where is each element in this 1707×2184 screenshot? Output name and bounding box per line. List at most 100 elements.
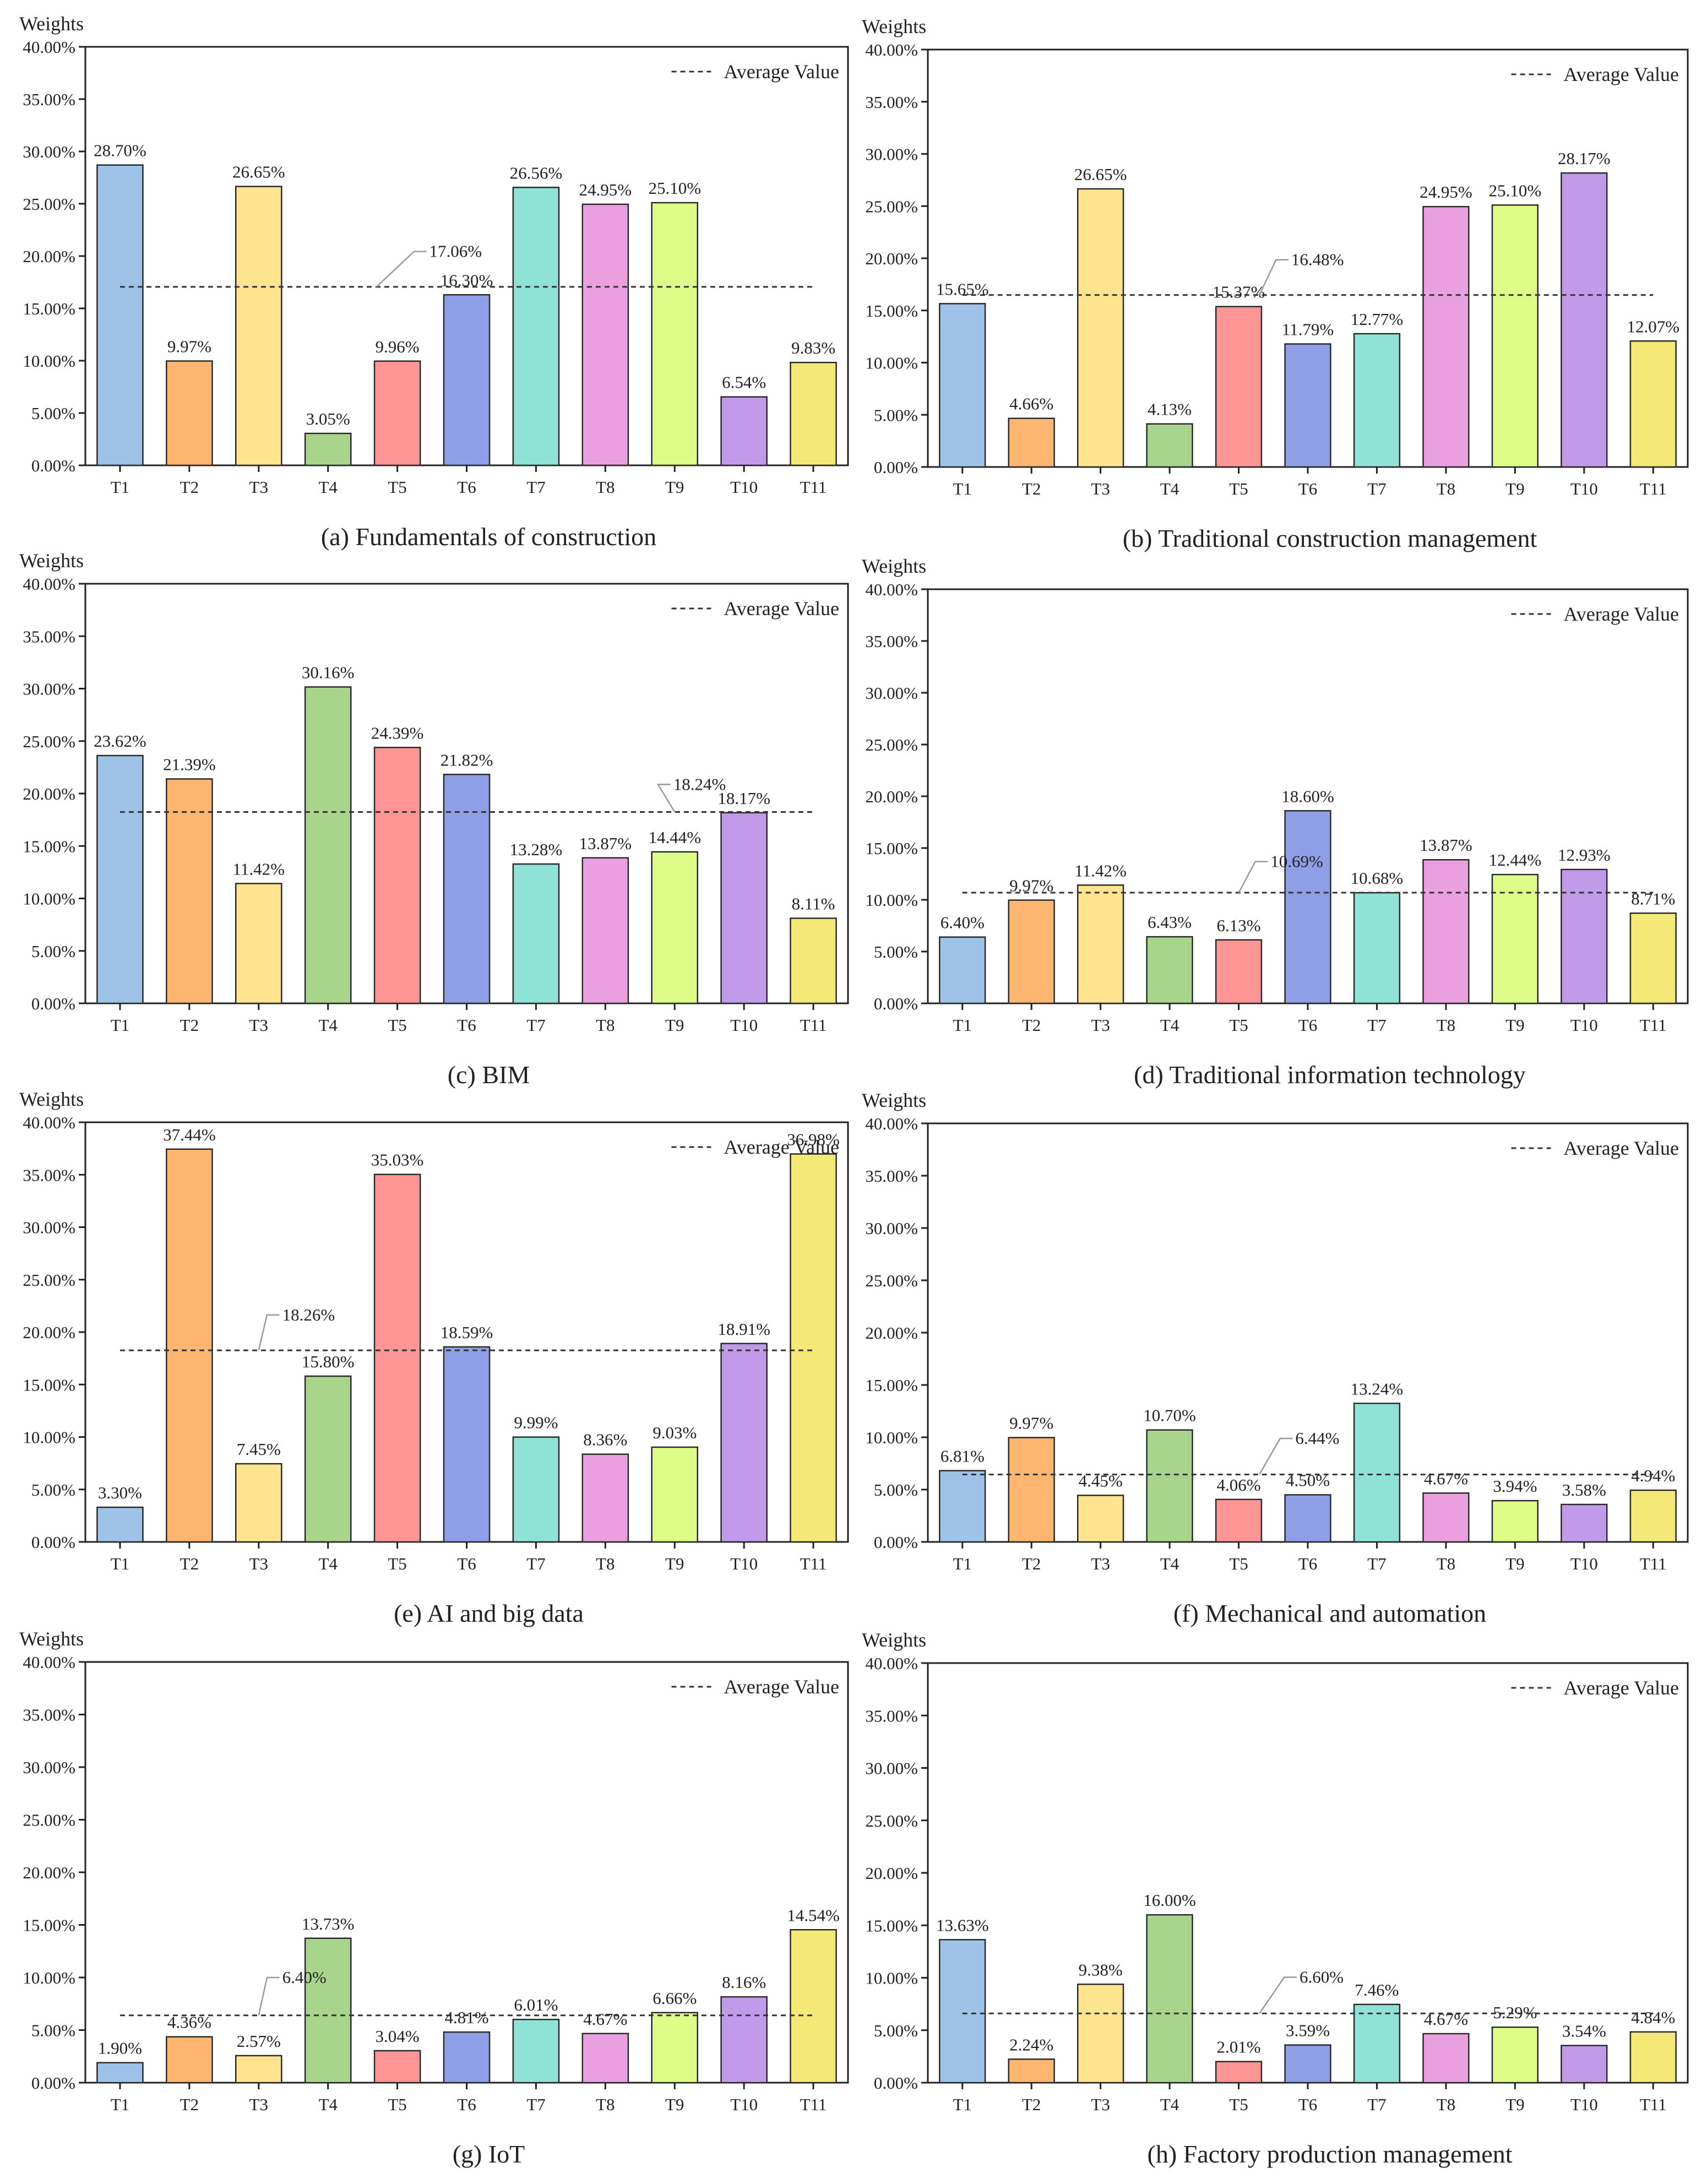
x-tick-label: T1 (953, 1015, 972, 1035)
x-tick-label: T4 (1160, 1015, 1179, 1035)
bar-value-label: 16.00% (1143, 1890, 1196, 1910)
y-tick-label: 35.00% (23, 627, 75, 646)
bar-value-label: 21.39% (163, 755, 216, 774)
x-tick-label: T10 (1570, 1015, 1598, 1035)
bar-value-label: 6.81% (941, 1447, 985, 1466)
bar-t6 (1284, 2044, 1331, 2084)
bar-t11 (790, 1153, 837, 1543)
bar-value-label: 3.05% (306, 409, 350, 428)
y-tick-label: 25.00% (865, 1271, 918, 1290)
bar-t4 (1146, 936, 1193, 1004)
x-tick-label: T11 (1640, 479, 1667, 498)
bar-t9 (651, 2012, 699, 2084)
bar-value-label: 35.03% (371, 1150, 424, 1170)
bar-t8 (1422, 1492, 1470, 1543)
x-tick-label: T2 (180, 1015, 199, 1035)
y-tick-label: 30.00% (865, 683, 918, 703)
x-tick-label: T1 (111, 1015, 129, 1035)
bar-value-label: 14.54% (787, 1905, 840, 1925)
legend-label: Average Value (724, 597, 839, 620)
y-tick-label: 25.00% (23, 1270, 75, 1290)
x-tick-label: T6 (1298, 1554, 1317, 1573)
bar-value-label: 4.06% (1217, 1475, 1261, 1495)
bar-t6 (443, 1346, 491, 1543)
bar-t5 (1215, 939, 1263, 1004)
y-tick-label: 5.00% (31, 404, 75, 423)
bar-t7 (512, 2018, 560, 2084)
x-tick-label: T2 (180, 477, 199, 497)
bar-value-label: 9.97% (167, 337, 211, 356)
bar-t4 (1146, 1914, 1193, 2084)
average-value-label: 10.69% (1270, 852, 1323, 871)
bar-value-label: 3.94% (1493, 1476, 1537, 1496)
bar-value-label: 25.10% (1489, 181, 1542, 200)
average-leader-line (1259, 259, 1289, 296)
y-tick-label: 10.00% (23, 1968, 75, 1987)
x-tick-label: T9 (665, 1015, 684, 1035)
bar-value-label: 4.13% (1148, 400, 1192, 419)
bar-value-label: 3.04% (376, 2027, 420, 2046)
x-tick-label: T6 (1298, 2095, 1317, 2114)
bar-t11 (1629, 912, 1677, 1004)
x-tick-label: T1 (953, 2095, 972, 2114)
x-tick-label: T11 (1640, 1554, 1667, 1573)
average-leader-line (258, 1314, 280, 1351)
y-tick-label: 0.00% (874, 994, 918, 1013)
x-tick-label: T8 (1437, 1015, 1455, 1035)
chart-panel-b: Weights 0.00% 5.00% 10.00% 15.00% 20.00% 25.00… (862, 15, 1689, 552)
y-tick-label: 20.00% (865, 1864, 918, 1883)
y-tick-label: 30.00% (865, 1759, 918, 1778)
bar-t4 (304, 1375, 352, 1543)
y-axis-title: Weights (19, 1088, 84, 1110)
x-tick-label: T4 (318, 1015, 338, 1035)
bar-value-label: 26.65% (232, 162, 285, 182)
bar-value-label: 6.66% (653, 1989, 697, 2008)
bar-t10 (720, 1996, 768, 2084)
bar-value-label: 18.60% (1281, 786, 1334, 806)
bar-value-label: 4.67% (1424, 1469, 1468, 1488)
legend-label: Average Value (1563, 1137, 1679, 1159)
x-tick-label: T3 (1091, 2095, 1110, 2114)
x-tick-label: T3 (1091, 1015, 1110, 1035)
x-tick-label: T5 (388, 2095, 406, 2114)
x-tick-label: T10 (1570, 479, 1598, 498)
bar-value-label: 9.38% (1079, 1960, 1123, 1979)
y-tick-label: 30.00% (865, 1219, 918, 1238)
bar-t7 (512, 1436, 560, 1543)
x-tick-label: T1 (111, 477, 129, 497)
x-tick-label: T9 (1505, 1554, 1524, 1573)
x-tick-label: T10 (730, 2095, 758, 2114)
bar-t7 (1353, 1403, 1401, 1543)
y-tick-label: 40.00% (865, 580, 918, 599)
average-value-label: 6.44% (1295, 1428, 1339, 1448)
bar-t2 (1008, 417, 1055, 468)
bar-value-label: 12.44% (1489, 850, 1542, 870)
bar-t6 (443, 294, 491, 466)
y-tick-label: 15.00% (865, 1376, 918, 1395)
bar-t1 (939, 1470, 986, 1543)
bar-value-label: 9.96% (376, 337, 420, 356)
x-tick-label: T7 (1367, 1015, 1386, 1035)
bar-t3 (235, 1463, 282, 1543)
bar-t8 (581, 203, 629, 466)
x-tick-label: T4 (318, 477, 338, 497)
x-tick-label: T5 (1229, 2095, 1248, 2114)
x-tick-label: T3 (1091, 1554, 1110, 1573)
bar-value-label: 13.73% (302, 1914, 355, 1933)
y-tick-label: 25.00% (865, 197, 918, 216)
y-axis-title: Weights (19, 550, 84, 572)
bar-value-label: 13.28% (510, 840, 563, 859)
bar-value-label: 3.54% (1562, 2022, 1606, 2041)
x-tick-label: T4 (318, 1554, 338, 1573)
x-tick-label: T4 (1160, 2095, 1179, 2114)
bar-value-label: 7.46% (1355, 1980, 1399, 2000)
x-tick-label: T9 (1505, 2095, 1524, 2114)
x-tick-label: T1 (111, 2095, 129, 2114)
y-tick-label: 15.00% (865, 1916, 918, 1935)
bar-value-label: 18.59% (441, 1323, 493, 1342)
bar-value-label: 2.57% (237, 2031, 281, 2051)
bar-value-label: 15.80% (302, 1352, 355, 1371)
bar-value-label: 28.17% (1558, 149, 1611, 168)
bar-t4 (304, 1937, 352, 2084)
bar-t2 (1008, 2058, 1055, 2084)
